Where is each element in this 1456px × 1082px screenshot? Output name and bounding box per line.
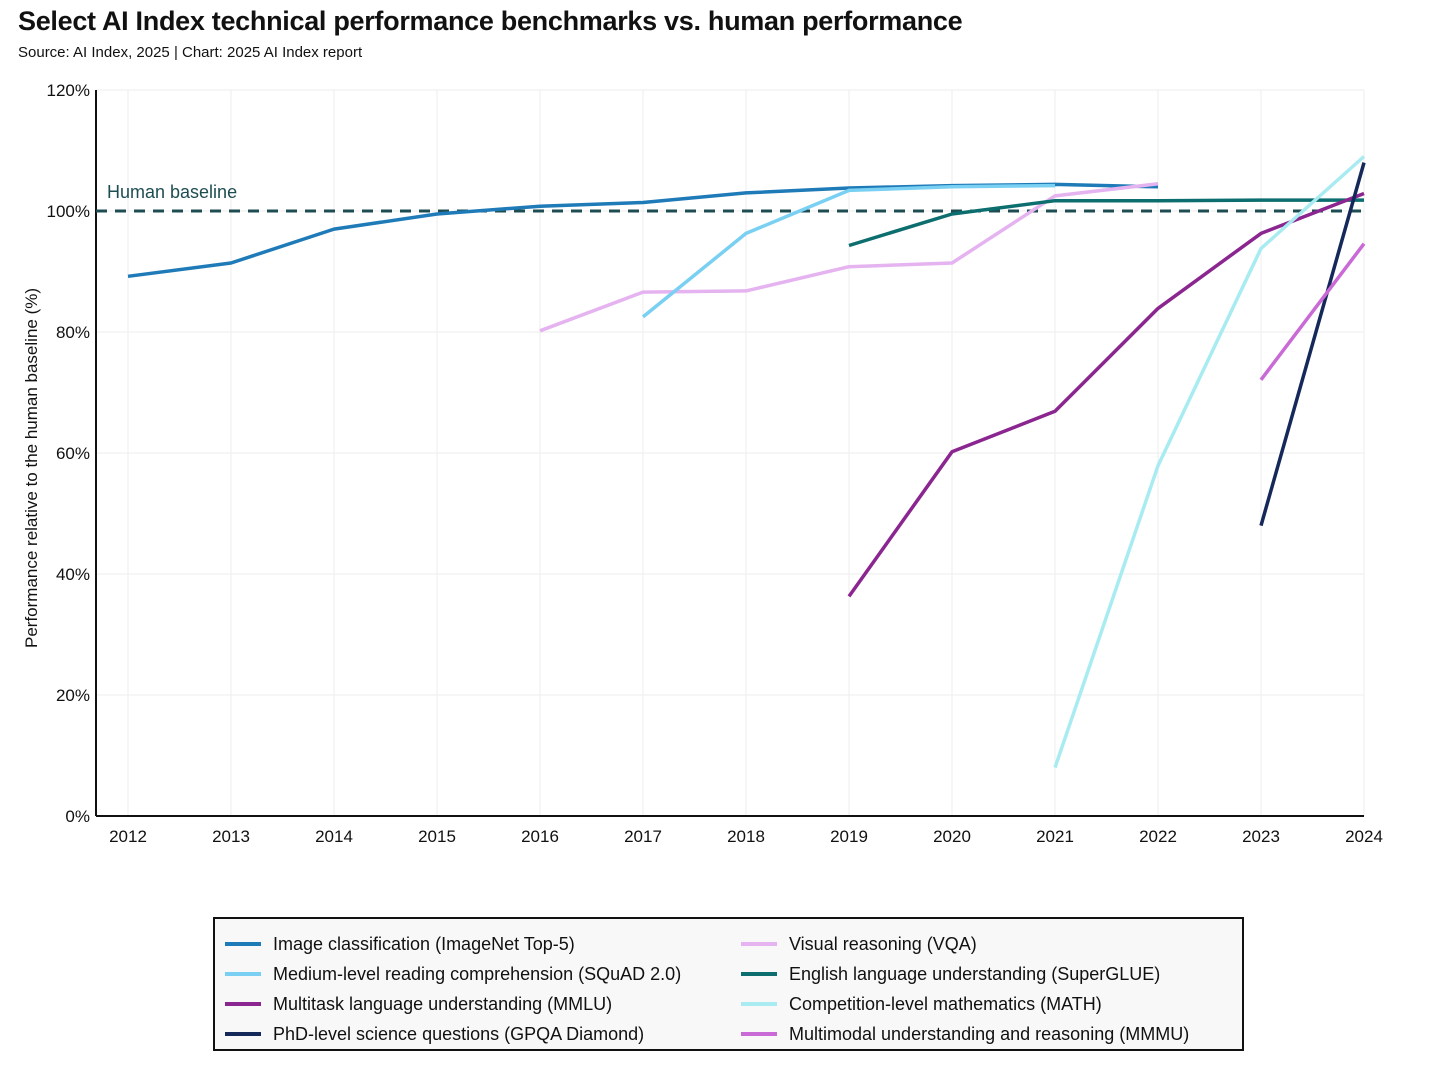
chart-title: Select AI Index technical performance be…	[18, 6, 963, 36]
legend-item: Multitask language understanding (MMLU)	[225, 989, 741, 1019]
chart-subtitle: Source: AI Index, 2025 | Chart: 2025 AI …	[18, 44, 363, 61]
legend: Image classification (ImageNet Top-5) Vis…	[213, 917, 1244, 1051]
legend-label: Competition-level mathematics (MATH)	[789, 993, 1102, 1014]
human-baseline-label: Human baseline	[107, 182, 237, 202]
y-axis-title: Performance relative to the human baseli…	[22, 288, 41, 648]
x-tick-label: 2018	[727, 827, 765, 846]
legend-swatch	[225, 1032, 261, 1036]
x-tick-label: 2013	[212, 827, 250, 846]
x-tick-label: 2015	[418, 827, 456, 846]
legend-swatch	[225, 942, 261, 946]
legend-item: Competition-level mathematics (MATH)	[741, 989, 1251, 1019]
legend-label: PhD-level science questions (GPQA Diamon…	[273, 1023, 645, 1044]
legend-swatch	[741, 942, 777, 946]
axes: 2012 2013 2014 2015 2016 2017 2018 2019 2020 2021…	[22, 81, 1383, 846]
series-line-5	[847, 191, 1365, 598]
y-tick-label: 40%	[56, 565, 90, 584]
legend-swatch	[741, 1032, 777, 1036]
y-tick-label: 20%	[56, 686, 90, 705]
legend-label: English language understanding (SuperGLU…	[789, 963, 1161, 984]
x-tick-label: 2016	[521, 827, 559, 846]
y-tick-label: 100%	[47, 202, 90, 221]
x-tick-label: 2023	[1242, 827, 1280, 846]
series-line-6	[1053, 155, 1366, 769]
legend-swatch	[225, 972, 261, 976]
x-tick-label: 2020	[933, 827, 971, 846]
legend-swatch	[741, 972, 777, 976]
series-line-3	[641, 183, 1056, 319]
series-line-2	[539, 182, 1159, 333]
legend-item: English language understanding (SuperGLU…	[741, 959, 1251, 989]
human-baseline: Human baseline	[96, 182, 1364, 213]
x-tick-label: 2012	[109, 827, 147, 846]
series-lines	[127, 155, 1366, 769]
y-tick-label: 120%	[47, 81, 90, 100]
legend-item: Multimodal understanding and reasoning (…	[741, 1019, 1251, 1049]
legend-label: Medium-level reading comprehension (SQuA…	[273, 963, 682, 984]
series-line-7	[1259, 162, 1366, 527]
x-tick-label: 2017	[624, 827, 662, 846]
legend-swatch	[741, 1002, 777, 1006]
x-tick-label: 2014	[315, 827, 353, 846]
legend-item: Image classification (ImageNet Top-5)	[225, 929, 741, 959]
x-tick-label: 2024	[1345, 827, 1383, 846]
legend-item: PhD-level science questions (GPQA Diamon…	[225, 1019, 741, 1049]
x-tick-label: 2022	[1139, 827, 1177, 846]
legend-item: Medium-level reading comprehension (SQuA…	[225, 959, 741, 989]
legend-item: Visual reasoning (VQA)	[741, 929, 1251, 959]
x-tick-label: 2019	[830, 827, 868, 846]
y-tick-label: 80%	[56, 323, 90, 342]
y-tick-label: 0%	[65, 807, 90, 826]
legend-label: Multimodal understanding and reasoning (…	[789, 1023, 1190, 1044]
line-chart: 2012 2013 2014 2015 2016 2017 2018 2019 2020 2021…	[22, 81, 1383, 846]
legend-label: Image classification (ImageNet Top-5)	[273, 933, 575, 954]
series-line-4	[848, 198, 1364, 248]
x-tick-label: 2021	[1036, 827, 1074, 846]
y-tick-label: 60%	[56, 444, 90, 463]
legend-label: Visual reasoning (VQA)	[789, 933, 977, 954]
legend-swatch	[225, 1002, 261, 1006]
legend-label: Multitask language understanding (MMLU)	[273, 993, 613, 1014]
series-line-8	[1259, 242, 1366, 381]
